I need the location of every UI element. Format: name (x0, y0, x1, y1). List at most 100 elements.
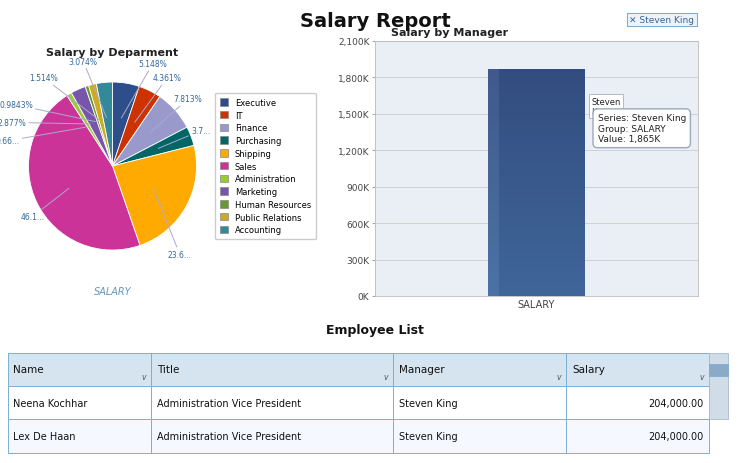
Text: 4.361%: 4.361% (135, 74, 182, 123)
Bar (488, 122, 585, 123)
Bar (488, 219, 585, 220)
Bar (488, 220, 500, 222)
Bar (488, 261, 500, 263)
Bar (488, 189, 500, 190)
Bar (488, 277, 500, 278)
Text: Salary by Manager: Salary by Manager (392, 28, 508, 38)
Text: Lex De Haan: Lex De Haan (13, 431, 76, 441)
Bar (488, 260, 500, 261)
Bar (488, 99, 585, 100)
Bar (488, 120, 500, 121)
Bar (488, 165, 585, 166)
Bar (488, 277, 585, 278)
Text: Title: Title (157, 364, 179, 375)
Bar (488, 286, 585, 287)
Wedge shape (112, 97, 187, 167)
Bar (488, 82, 585, 84)
Bar (488, 174, 500, 175)
Wedge shape (112, 87, 160, 167)
Text: 3.7...: 3.7... (158, 127, 210, 149)
Text: Steven King: Steven King (399, 398, 458, 408)
Bar (488, 292, 500, 293)
Wedge shape (71, 88, 112, 167)
Bar (488, 168, 500, 169)
Bar (488, 127, 585, 128)
Bar (488, 194, 500, 196)
Bar (488, 204, 500, 205)
Bar (488, 275, 585, 276)
Bar (8, 386, 151, 419)
Bar (488, 289, 585, 291)
Bar (488, 202, 585, 204)
Bar (488, 93, 500, 94)
Bar (488, 295, 500, 296)
Bar (488, 96, 585, 97)
Bar (488, 70, 500, 71)
Bar (488, 251, 500, 252)
Bar (488, 165, 500, 166)
Bar (488, 216, 585, 217)
Bar (488, 214, 500, 215)
Bar (488, 294, 585, 295)
Bar (488, 238, 500, 240)
Bar (488, 132, 585, 133)
Bar (488, 157, 585, 158)
Bar (488, 241, 585, 242)
Bar (488, 182, 585, 183)
Bar (488, 175, 585, 176)
Bar (488, 232, 500, 233)
Bar (488, 240, 585, 241)
Bar (488, 171, 500, 172)
Bar (488, 113, 500, 114)
Bar (488, 106, 500, 107)
Bar (488, 176, 585, 178)
Bar (488, 244, 585, 245)
Bar (488, 213, 585, 214)
Bar (488, 281, 585, 282)
Bar (488, 72, 585, 74)
Bar (488, 205, 500, 206)
Bar (488, 218, 500, 219)
Bar (488, 166, 500, 168)
Bar (488, 287, 585, 288)
Bar (488, 115, 500, 117)
Bar (488, 125, 585, 127)
Bar (488, 249, 585, 250)
Bar (488, 141, 585, 143)
Bar (488, 144, 585, 145)
Bar (488, 94, 585, 95)
Bar (488, 104, 585, 105)
Bar (488, 112, 585, 113)
Text: Salary Report: Salary Report (299, 12, 450, 31)
Bar (488, 260, 585, 261)
Bar (488, 230, 500, 231)
Bar (488, 250, 500, 251)
Text: 1.514%: 1.514% (29, 74, 99, 120)
Bar (488, 295, 585, 296)
Bar (488, 133, 500, 135)
Bar (393, 386, 566, 419)
Bar (488, 137, 585, 138)
Bar (488, 265, 585, 266)
Bar (488, 267, 500, 268)
Bar (488, 224, 500, 225)
Bar (488, 209, 500, 210)
Bar (488, 85, 585, 86)
Bar (488, 237, 500, 238)
Bar (488, 112, 500, 113)
Bar (488, 242, 585, 243)
Bar (488, 210, 500, 212)
Bar (488, 148, 500, 150)
Bar (566, 386, 710, 419)
Bar (488, 105, 585, 106)
Bar (488, 179, 585, 180)
Text: v: v (141, 372, 146, 382)
Bar (488, 273, 500, 274)
Bar (488, 74, 500, 75)
Bar (488, 197, 585, 198)
Bar (488, 212, 500, 213)
Bar (488, 84, 585, 85)
Bar (488, 213, 500, 214)
Bar (488, 276, 500, 277)
Bar (488, 215, 500, 216)
